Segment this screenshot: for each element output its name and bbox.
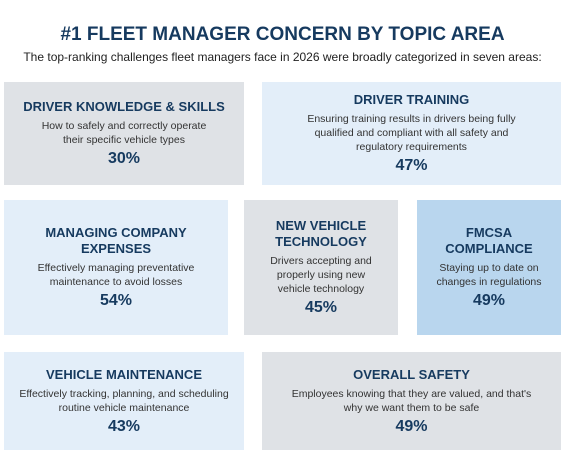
- topic-description: Effectively tracking, planning, and sche…: [19, 387, 229, 414]
- topic-card: VEHICLE MAINTENANCE Effectively tracking,…: [4, 352, 244, 450]
- topic-card: FMCSA COMPLIANCE Staying up to date on ch…: [417, 200, 561, 335]
- topic-card: MANAGING COMPANY EXPENSES Effectively man…: [4, 200, 228, 335]
- topic-card: DRIVER KNOWLEDGE & SKILLS How to safely a…: [4, 82, 244, 185]
- topic-percent: 47%: [395, 157, 428, 174]
- topic-percent: 30%: [107, 150, 141, 167]
- topic-description: Drivers accepting and properly using new…: [270, 255, 372, 295]
- topic-description: How to safely and correctly operate thei…: [41, 120, 207, 146]
- subtitle: The top-ranking challenges fleet manager…: [23, 50, 542, 64]
- topic-description: Ensuring training results in drivers bei…: [307, 113, 516, 153]
- topic-description: Staying up to date on changes in regulat…: [436, 262, 542, 288]
- topic-percent: 45%: [304, 299, 338, 316]
- title: #1 FLEET MANAGER CONCERN BY TOPIC AREA: [60, 24, 505, 45]
- topic-description: Employees knowing that they are valued, …: [291, 387, 532, 414]
- topic-heading: FMCSA COMPLIANCE: [445, 225, 533, 256]
- topic-percent: 49%: [472, 292, 506, 309]
- topic-card: OVERALL SAFETY Employees knowing that the…: [262, 352, 561, 450]
- topic-heading: NEW VEHICLE TECHNOLOGY: [275, 218, 367, 249]
- topic-description: Effectively managing preventative mainte…: [37, 262, 195, 288]
- topic-heading: VEHICLE MAINTENANCE: [45, 366, 202, 382]
- topic-heading: MANAGING COMPANY EXPENSES: [45, 225, 187, 256]
- topic-percent: 43%: [107, 417, 141, 435]
- topic-percent: 54%: [99, 292, 133, 309]
- topic-card: DRIVER TRAINING Ensuring training results…: [262, 82, 561, 185]
- topic-heading: OVERALL SAFETY: [353, 366, 470, 382]
- topic-heading: DRIVER KNOWLEDGE & SKILLS: [23, 99, 225, 114]
- topic-percent: 49%: [395, 417, 428, 435]
- topic-card: NEW VEHICLE TECHNOLOGY Drivers accepting …: [244, 200, 398, 335]
- topic-heading: DRIVER TRAINING: [353, 92, 470, 107]
